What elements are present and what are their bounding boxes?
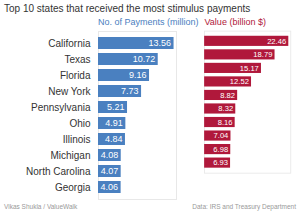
svg-text:4.08: 4.08 <box>101 150 119 160</box>
svg-text:Pennsylvania: Pennsylvania <box>31 102 91 113</box>
svg-text:8.82: 8.82 <box>220 91 235 100</box>
svg-text:10.72: 10.72 <box>133 54 156 64</box>
svg-text:12.52: 12.52 <box>229 77 248 86</box>
svg-text:7.73: 7.73 <box>121 86 139 96</box>
svg-text:5.21: 5.21 <box>107 102 125 112</box>
svg-text:15.17: 15.17 <box>239 64 258 73</box>
svg-text:Georgia: Georgia <box>55 182 91 193</box>
svg-text:22.46: 22.46 <box>267 37 286 46</box>
svg-text:8.32: 8.32 <box>218 104 233 113</box>
svg-text:9.16: 9.16 <box>129 70 147 80</box>
svg-text:Texas: Texas <box>64 54 90 65</box>
svg-text:4.07: 4.07 <box>101 166 119 176</box>
svg-text:Florida: Florida <box>60 70 91 81</box>
svg-text:4.91: 4.91 <box>105 118 123 128</box>
html-text:No. of Payments (million): No. of Payments (million) <box>98 17 199 27</box>
svg-text:4.84: 4.84 <box>105 134 123 144</box>
svg-text:6.98: 6.98 <box>213 145 228 154</box>
svg-text:Michigan: Michigan <box>50 150 90 161</box>
svg-text:18.79: 18.79 <box>253 50 272 59</box>
svg-text:California: California <box>48 38 91 49</box>
html-text:Data: IRS and Treasury Departm: Data: IRS and Treasury Department <box>192 203 296 210</box>
svg-text:Illinois: Illinois <box>63 134 91 145</box>
svg-text:New York: New York <box>48 86 91 97</box>
svg-text:13.56: 13.56 <box>149 38 172 48</box>
html-text:Vikas Shukla / ValueWalk: Vikas Shukla / ValueWalk <box>4 203 78 210</box>
svg-text:Ohio: Ohio <box>69 118 91 129</box>
html-text:Value (billion $): Value (billion $) <box>204 17 266 27</box>
svg-text:7.04: 7.04 <box>213 131 229 140</box>
svg-text:4.06: 4.06 <box>101 182 119 192</box>
svg-text:North Carolina: North Carolina <box>26 166 91 177</box>
html-text:Top 10 states that received th: Top 10 states that received the most sti… <box>4 3 251 14</box>
svg-text:6.93: 6.93 <box>213 158 228 167</box>
svg-text:8.16: 8.16 <box>217 118 232 127</box>
